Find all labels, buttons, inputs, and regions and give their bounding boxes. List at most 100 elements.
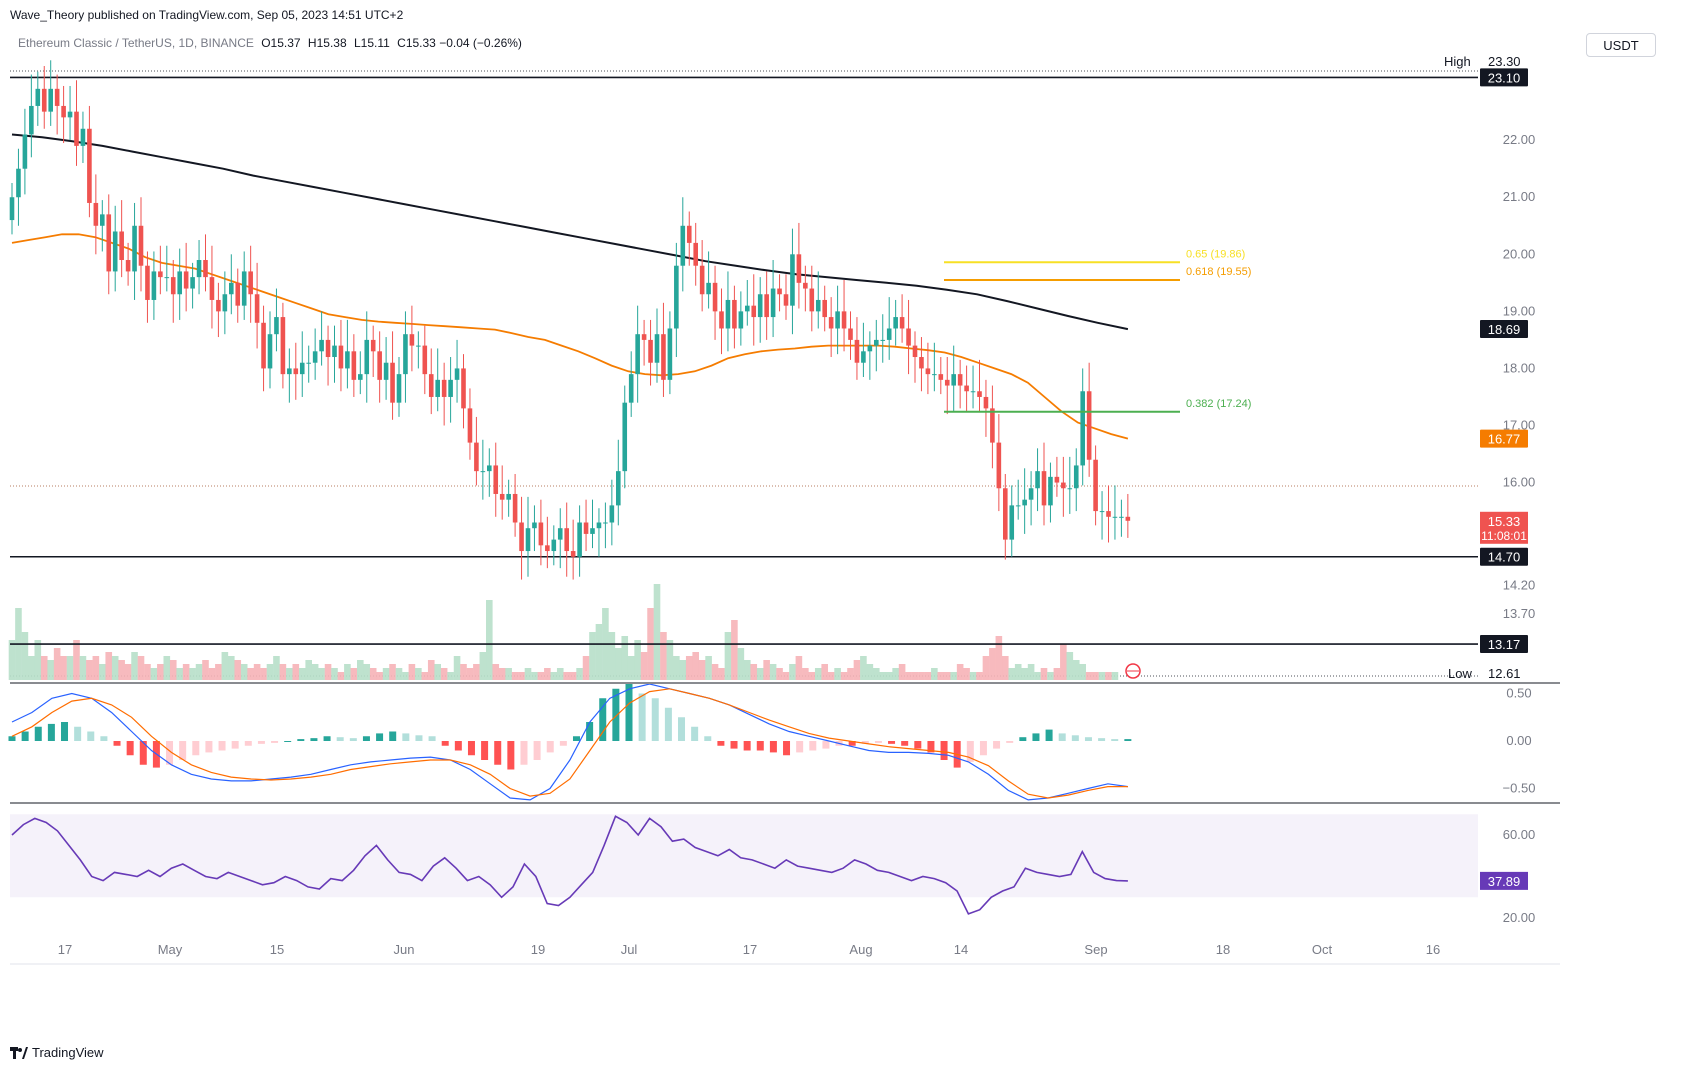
- currency-button[interactable]: USDT: [1586, 33, 1656, 57]
- candle-body: [351, 351, 357, 380]
- candle-body: [525, 528, 531, 552]
- volume-bar: [885, 672, 893, 680]
- candle-body: [403, 334, 408, 375]
- ema200-line: [11, 133, 1129, 331]
- candle-body: [532, 522, 537, 529]
- candle-body: [906, 328, 911, 346]
- volume-bar: [634, 640, 641, 680]
- candle-body: [1028, 488, 1034, 500]
- candle-body: [287, 368, 292, 375]
- candle-body: [325, 339, 331, 358]
- macd-histogram-bar: [244, 741, 252, 746]
- grid: [10, 70, 1560, 804]
- macd-histogram-bar: [1124, 739, 1132, 741]
- rsi-line: [11, 815, 1128, 915]
- candle-body: [383, 362, 389, 380]
- candle-body: [274, 317, 279, 335]
- candle-body: [699, 265, 705, 295]
- macd-histogram-bar: [271, 741, 279, 743]
- volume-bar: [434, 664, 441, 680]
- volume-bar: [350, 668, 358, 680]
- macd-histogram-bar: [415, 735, 423, 741]
- volume-bar: [621, 636, 629, 680]
- volume-bar: [253, 664, 261, 680]
- time-tick-label: Jun: [394, 942, 415, 957]
- macd-histogram-bar: [993, 741, 1001, 749]
- volume-bar: [905, 672, 912, 680]
- macd-histogram-bar: [1071, 735, 1079, 741]
- macd-histogram-bar: [8, 736, 16, 741]
- volume-bar: [873, 668, 880, 680]
- candle-body: [1119, 516, 1124, 518]
- volume-bar: [324, 664, 332, 680]
- macd-histogram-bar: [34, 726, 42, 741]
- candle-body: [745, 305, 750, 312]
- candle-body: [957, 374, 963, 386]
- volume-bar: [692, 652, 699, 680]
- volume-bar: [395, 668, 403, 680]
- macd-histogram-bar: [297, 739, 305, 741]
- fib-level-label: 0.382 (17.24): [1186, 398, 1251, 410]
- macd-histogram-bar: [47, 723, 55, 741]
- volume-bar: [673, 656, 680, 680]
- high-marker-value: 23.30: [1488, 54, 1521, 69]
- volume-bar: [808, 672, 816, 680]
- volume-bar: [698, 660, 706, 680]
- candle-body: [641, 334, 647, 340]
- macd-histogram-bar: [205, 741, 213, 753]
- candle-body: [706, 282, 711, 295]
- high-label: H: [307, 36, 317, 50]
- macd-histogram-bar: [441, 741, 449, 746]
- candle-body: [177, 271, 182, 295]
- axes: 22.00 21.00 20.00 19.00 18.00 17.00 16.00 14.20…: [10, 132, 1560, 965]
- volume-bar: [569, 672, 577, 680]
- macd-histogram-bar: [1032, 733, 1040, 741]
- time-tick-label: 15: [270, 942, 284, 957]
- volume-bar: [518, 672, 525, 680]
- volume-bar: [756, 668, 764, 680]
- volume-bar: [1027, 664, 1035, 680]
- candle-body: [822, 299, 827, 318]
- volume-bar: [221, 652, 229, 680]
- candle-body: [880, 339, 886, 341]
- level-price-tag-bg: [1480, 635, 1528, 654]
- macd-histogram-bar: [559, 741, 567, 746]
- macd-histogram-bar: [61, 722, 69, 741]
- candle-body: [925, 368, 931, 375]
- level-price-tag: 13.17: [1488, 637, 1521, 652]
- volume-bar: [311, 664, 319, 680]
- candle-body: [603, 522, 608, 524]
- volume-bar: [479, 652, 487, 680]
- macd-histogram-bar: [822, 741, 830, 749]
- candle-body: [1048, 476, 1053, 506]
- fib-level-label: 0.618 (19.55): [1186, 266, 1251, 278]
- ema200-price-tag-bg: [1480, 320, 1528, 339]
- volume-bar: [724, 632, 732, 680]
- volume-bar: [40, 656, 48, 680]
- candle-body: [61, 105, 66, 118]
- volume-bar: [157, 664, 164, 680]
- price-tick-label: 16.00: [1503, 475, 1536, 490]
- volume-bar: [1105, 672, 1112, 680]
- volume-bar: [234, 660, 242, 680]
- volume-bar: [627, 656, 635, 680]
- volume-bar: [292, 664, 300, 680]
- volume-bar: [47, 660, 54, 680]
- macd-histogram-bar: [192, 741, 200, 756]
- volume-bar: [492, 664, 500, 680]
- volume-bar: [118, 660, 125, 680]
- volume-bar: [247, 668, 254, 680]
- candle-body: [964, 385, 969, 392]
- candle-body: [912, 345, 918, 358]
- macd-pane: [8, 684, 1132, 801]
- macd-histogram-bar: [874, 741, 882, 743]
- volume-bar: [898, 664, 906, 680]
- volume-bar: [814, 668, 822, 680]
- volume-bar: [286, 668, 293, 680]
- time-tick-label: Sep: [1084, 942, 1107, 957]
- candle-body: [551, 539, 557, 552]
- volume-bar: [660, 632, 667, 680]
- volume-bar: [298, 668, 306, 680]
- candle-body: [506, 493, 511, 500]
